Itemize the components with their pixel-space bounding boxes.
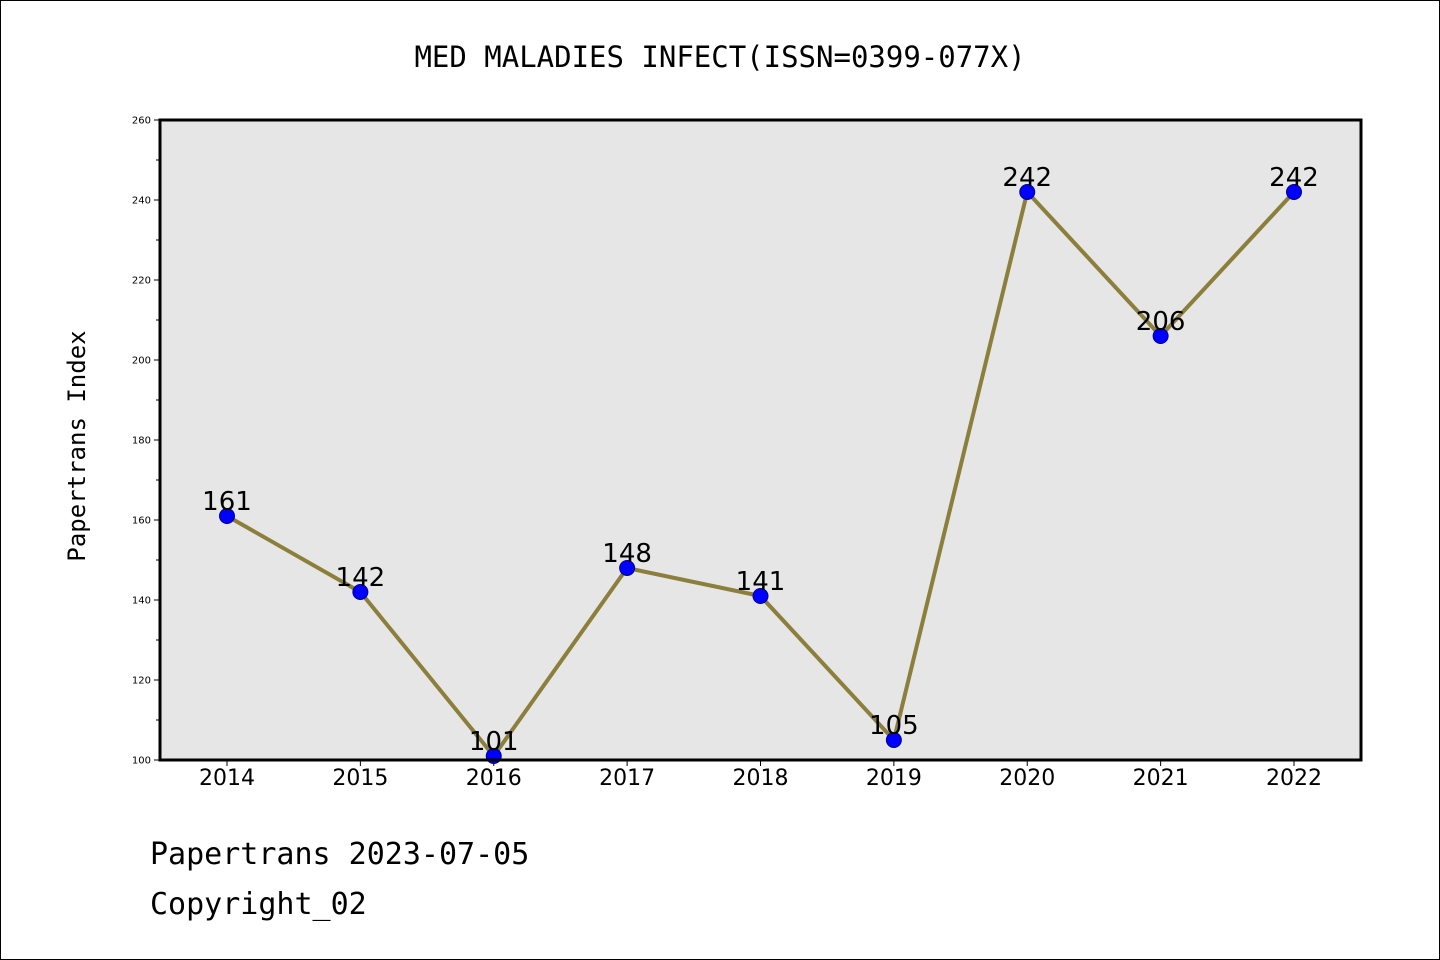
plot-area [160, 120, 1361, 760]
data-labels-group: 161 142 101 148 141 105 242 206 242 [202, 163, 1319, 757]
x-axis: 2014 2015 2016 2017 2018 2019 2020 2021 2022 [199, 760, 1322, 791]
x-tick-label: 2014 [199, 766, 255, 791]
data-point-marker [752, 588, 769, 604]
y-tick-label: 200 [132, 356, 151, 367]
y-tick-label: 220 [132, 276, 151, 287]
x-tick-label: 2018 [733, 766, 789, 791]
y-tick-label: 240 [132, 196, 151, 207]
x-tick-label: 2022 [1266, 766, 1322, 791]
data-label: 101 [469, 727, 519, 757]
x-tick-label: 2015 [332, 766, 388, 791]
data-point-marker [219, 508, 235, 524]
x-tick-label: 2020 [999, 766, 1055, 791]
y-tick-label: 100 [132, 756, 151, 767]
data-label: 161 [202, 487, 252, 517]
data-point-marker [619, 560, 636, 576]
footer-date-text: Papertrans 2023-07-05 [150, 837, 529, 872]
y-tick-label: 180 [132, 436, 151, 447]
data-label: 142 [336, 563, 386, 593]
data-label: 148 [602, 539, 652, 569]
y-tick-label: 160 [132, 516, 151, 527]
y-tick-label: 120 [132, 676, 151, 687]
x-tick-label: 2019 [866, 766, 922, 791]
y-tick-label: 260 [132, 116, 151, 127]
x-tick-label: 2017 [599, 766, 655, 791]
data-point-marker [885, 732, 902, 748]
data-label: 242 [1269, 163, 1319, 193]
y-tick-label: 140 [132, 596, 151, 607]
data-label: 206 [1136, 307, 1186, 337]
data-point-marker [1152, 328, 1169, 344]
data-point-marker [1286, 184, 1302, 200]
markers-group [219, 184, 1302, 764]
x-tick-label: 2021 [1133, 766, 1189, 791]
data-label: 105 [869, 711, 919, 741]
data-label: 141 [736, 567, 786, 597]
plot-frame [158, 118, 1363, 762]
data-label: 242 [1002, 163, 1052, 193]
data-point-marker [352, 584, 369, 600]
footer-copyright-text: Copyright_02 [150, 887, 367, 922]
x-tick-label: 2016 [466, 766, 522, 791]
chart-title: MED MALADIES INFECT(ISSN=0399-077X) [414, 40, 1025, 74]
data-point-marker [1019, 184, 1036, 200]
y-axis-label: Papertrans Index [63, 330, 91, 561]
